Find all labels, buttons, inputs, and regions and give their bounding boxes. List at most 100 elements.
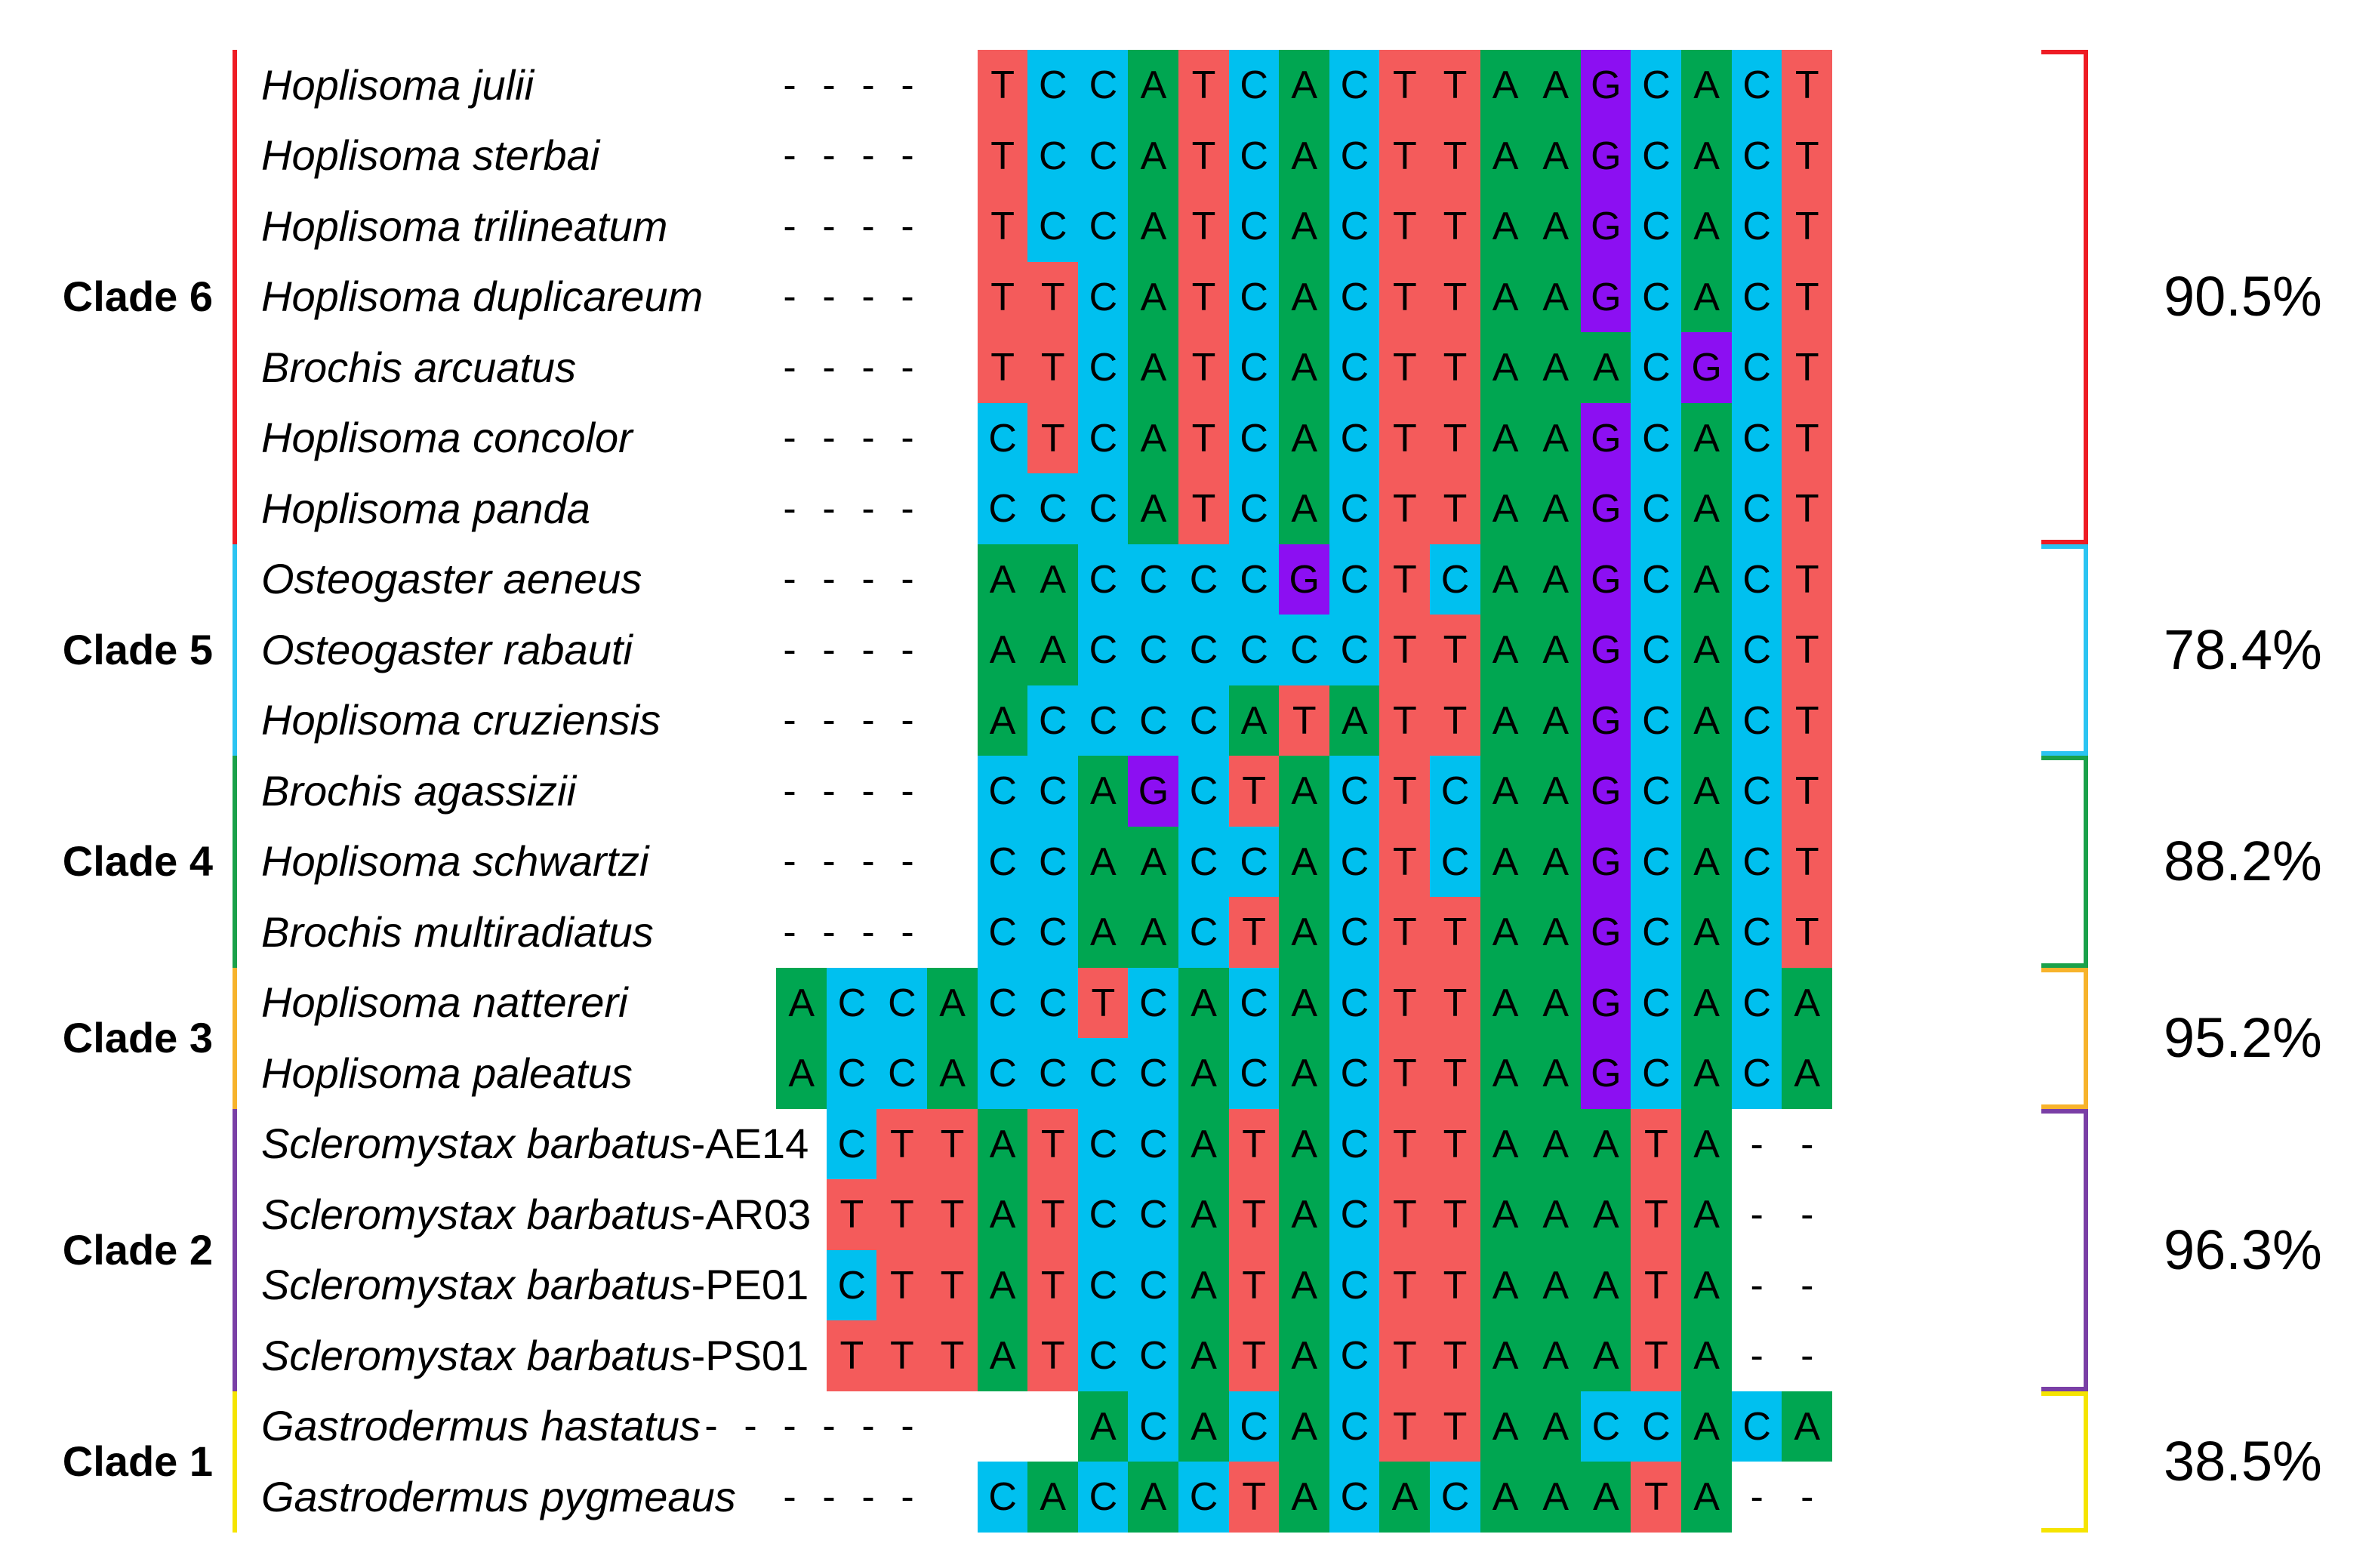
alignment-gap: - [783, 134, 796, 178]
nucleotide-cell: T [977, 332, 1028, 403]
nucleotide-cell: C [1228, 191, 1280, 262]
alignment-gap: - [861, 769, 875, 813]
nucleotide-cell: C [1077, 1249, 1129, 1321]
nucleotide-cell: C [1128, 1038, 1179, 1109]
alignment-gap: - [822, 486, 836, 531]
nucleotide-cell: A [1580, 1462, 1631, 1533]
nucleotide-cell: C [1077, 1320, 1129, 1391]
clade-line [233, 1108, 237, 1391]
clade-label: Clade 2 [62, 1225, 213, 1274]
nucleotide-cell: A [1530, 50, 1582, 121]
nucleotide-cell: T [977, 120, 1028, 192]
nucleotide-cell: A [1480, 756, 1531, 827]
nucleotide-cell: A [1480, 685, 1531, 756]
nucleotide-cell: T [1379, 332, 1431, 403]
alignment-gap: - [783, 204, 796, 248]
nucleotide-cell: C [1228, 120, 1280, 192]
nucleotide-cell: T [876, 1179, 928, 1250]
nucleotide-cell: C [1329, 261, 1380, 333]
nucleotide-cell: A [1681, 50, 1733, 121]
nucleotide-cell: A [1782, 967, 1833, 1039]
nucleotide-cell: C [1228, 1038, 1280, 1109]
nucleotide-cell: A [1530, 544, 1582, 615]
nucleotide-cell: T [876, 1108, 928, 1180]
nucleotide-cell: A [1128, 1462, 1179, 1533]
alignment-gap: - [1731, 1462, 1782, 1533]
clade-bracket [2041, 967, 2088, 1109]
nucleotide-cell: C [1077, 615, 1129, 685]
clade-line [233, 1391, 237, 1533]
alignment-gap: - [783, 1404, 796, 1449]
nucleotide-cell: A [1279, 191, 1330, 262]
nucleotide-cell: C [977, 1038, 1028, 1109]
nucleotide-cell: C [1128, 1320, 1179, 1391]
nucleotide-cell: T [1782, 402, 1833, 474]
alignment-gap: - [783, 627, 796, 672]
nucleotide-cell: A [1128, 402, 1179, 474]
nucleotide-cell: C [1631, 1038, 1682, 1109]
nucleotide-cell: A [1279, 756, 1330, 827]
nucleotide-cell: C [1027, 826, 1079, 898]
nucleotide-cell: T [1782, 756, 1833, 827]
alignment-gap: - [783, 345, 796, 390]
nucleotide-cell: C [977, 967, 1028, 1039]
nucleotide-cell: C [1077, 402, 1129, 474]
nucleotide-cell: C [1631, 120, 1682, 192]
nucleotide-cell: G [1128, 756, 1179, 827]
alignment-gap: - [783, 416, 796, 461]
alignment-gap: - [822, 204, 836, 248]
nucleotide-cell: C [1128, 1249, 1179, 1321]
nucleotide-cell: T [1631, 1462, 1682, 1533]
nucleotide-cell: A [1580, 1320, 1631, 1391]
nucleotide-cell: A [1681, 402, 1733, 474]
nucleotide-cell: A [1480, 332, 1531, 403]
nucleotide-cell: C [1329, 967, 1380, 1039]
species-genus: Gastrodermus hastatus [261, 1402, 701, 1450]
nucleotide-cell: C [1631, 826, 1682, 898]
nucleotide-cell: C [1027, 756, 1079, 827]
nucleotide-cell: C [876, 967, 928, 1039]
species-genus: Brochis arcuatus [261, 343, 577, 391]
nucleotide-cell: C [1027, 897, 1079, 968]
nucleotide-cell: C [1731, 897, 1782, 968]
nucleotide-cell: T [1379, 120, 1431, 192]
nucleotide-cell: A [927, 967, 978, 1039]
nucleotide-cell: A [1279, 1249, 1330, 1321]
nucleotide-cell: C [1077, 50, 1129, 121]
nucleotide-cell: T [876, 1249, 928, 1321]
species-sample-id: -AR03 [691, 1190, 812, 1238]
nucleotide-cell: A [1128, 897, 1179, 968]
nucleotide-cell: A [1530, 1249, 1582, 1321]
alignment-gap: - [901, 345, 914, 390]
nucleotide-cell: A [1027, 615, 1079, 685]
species-name: Hoplisoma schwartzi [261, 840, 649, 883]
nucleotide-cell: T [1379, 756, 1431, 827]
nucleotide-cell: T [1027, 1179, 1079, 1250]
alignment-gap: - [822, 698, 836, 743]
clade-label: Clade 3 [62, 1014, 213, 1061]
nucleotide-cell: C [1027, 191, 1079, 262]
nucleotide-cell: T [1027, 332, 1079, 403]
nucleotide-cell: A [1027, 1462, 1079, 1533]
alignment-gap: - [822, 345, 836, 390]
alignment-gap: - [901, 275, 914, 319]
species-genus: Hoplisoma duplicareum [261, 273, 704, 321]
nucleotide-cell: C [1731, 615, 1782, 685]
nucleotide-cell: C [1077, 120, 1129, 192]
nucleotide-cell: C [1279, 615, 1330, 685]
nucleotide-cell: A [1681, 544, 1733, 615]
alignment-gap: - [861, 204, 875, 248]
nucleotide-cell: T [1430, 1391, 1481, 1462]
alignment-gap: - [1782, 1249, 1833, 1321]
alignment-gap: - [783, 557, 796, 602]
alignment-gap: - [861, 698, 875, 743]
nucleotide-cell: C [1077, 685, 1129, 756]
nucleotide-cell: A [1480, 1249, 1531, 1321]
nucleotide-cell: A [1128, 332, 1179, 403]
nucleotide-cell: T [1178, 473, 1230, 544]
nucleotide-cell: T [1782, 332, 1833, 403]
nucleotide-cell: C [1329, 1391, 1380, 1462]
nucleotide-cell: C [1077, 261, 1129, 333]
nucleotide-cell: A [1681, 261, 1733, 333]
nucleotide-cell: A [1178, 1249, 1230, 1321]
